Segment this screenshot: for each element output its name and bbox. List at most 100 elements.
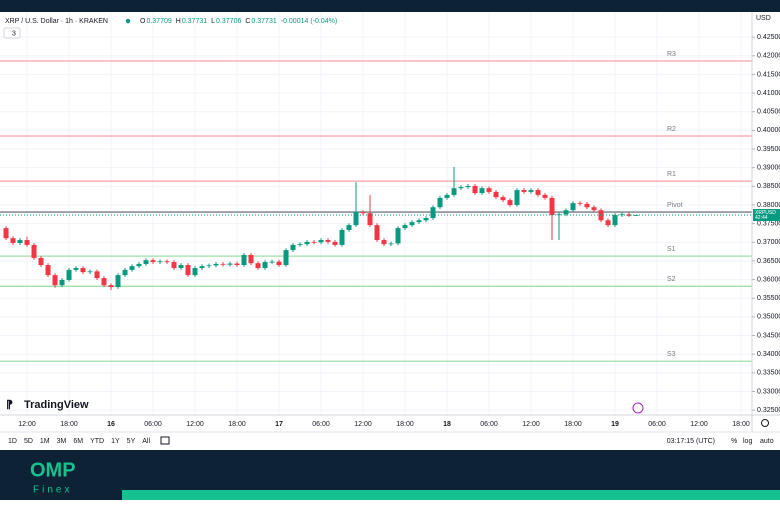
candle-body <box>367 213 373 226</box>
candle-body <box>409 222 415 226</box>
pivot-label: R2 <box>667 126 676 133</box>
candle-body <box>164 261 170 263</box>
range-button[interactable]: 1D <box>8 438 17 445</box>
range-button[interactable]: 5Y <box>127 438 136 445</box>
x-tick-label: 18:00 <box>732 421 750 428</box>
y-tick-label: 0.38500 <box>757 183 780 190</box>
ohlc-key: O <box>140 18 146 25</box>
candle-body <box>24 240 30 245</box>
candle-body <box>290 244 296 251</box>
x-tick-label: 06:00 <box>480 421 498 428</box>
y-tick-label: 0.42500 <box>757 34 780 41</box>
candle-body <box>339 229 345 245</box>
candle-body <box>199 266 205 269</box>
ohlc-value: 0.37706 <box>216 18 241 25</box>
range-button[interactable]: 3M <box>57 438 67 445</box>
price-tag <box>753 209 780 222</box>
candle-body <box>437 197 443 208</box>
range-button[interactable]: 1M <box>40 438 50 445</box>
candle-body <box>255 263 261 269</box>
range-button[interactable]: 6M <box>73 438 83 445</box>
pivot-label: Pivot <box>667 202 683 209</box>
alert-icon[interactable] <box>632 402 644 414</box>
x-tick-label: 12:00 <box>522 421 540 428</box>
clock: 03:17:15 (UTC) <box>667 438 715 445</box>
candle-body <box>514 190 520 205</box>
x-tick-label: 12:00 <box>186 421 204 428</box>
x-tick-label: 18:00 <box>564 421 582 428</box>
candle-body <box>360 212 366 214</box>
status-dot <box>125 18 131 24</box>
x-tick-label: 18:00 <box>396 421 414 428</box>
candle-body <box>115 275 121 288</box>
pivot-label: S1 <box>667 246 676 253</box>
y-tick-label: 0.42000 <box>757 53 780 60</box>
candle-body <box>80 268 86 273</box>
candle-body <box>150 260 156 263</box>
y-tick-label: 0.32500 <box>757 407 780 414</box>
scale-option[interactable]: % <box>731 438 737 445</box>
x-tick-label: 06:00 <box>648 421 666 428</box>
candle-body <box>423 218 429 221</box>
candle-body <box>122 269 128 276</box>
pivot-label: S2 <box>667 276 676 283</box>
candle-body <box>605 220 611 226</box>
price-tag-symbol: XRPUSD <box>755 210 776 216</box>
toolbar: 1D 5D 1M 3M 6M YTD 1Y 5Y All 03:17:15 (UTC)% log au… <box>8 436 774 445</box>
ohlc-value: 0.37709 <box>146 18 171 25</box>
candle-body <box>101 278 107 286</box>
pivot-label: R1 <box>667 171 676 178</box>
candle-body <box>59 279 65 286</box>
candle-body <box>374 225 380 241</box>
range-button[interactable]: YTD <box>90 438 104 445</box>
candle-body <box>108 285 114 288</box>
candle-body <box>612 215 618 226</box>
axes: 0.42500 0.42000 0.41500 0.41000 0.40500 0.400… <box>18 34 780 428</box>
candle-body <box>248 254 254 264</box>
candle-body <box>227 263 233 265</box>
candle-body <box>143 260 149 264</box>
candle-body <box>619 214 625 216</box>
candle-body <box>38 257 44 266</box>
candle-body <box>87 271 93 273</box>
range-button[interactable]: All <box>142 438 150 445</box>
y-tick-label: 0.36500 <box>757 258 780 265</box>
indicator-toggle[interactable] <box>3 27 21 39</box>
x-tick-label: 18 <box>443 421 451 428</box>
candle-body <box>17 240 23 244</box>
candle-body <box>206 265 212 267</box>
candle-body <box>346 225 352 230</box>
candle-body <box>507 200 513 205</box>
candle-body <box>521 190 527 192</box>
range-button[interactable]: 1Y <box>111 438 120 445</box>
pivot-label: S3 <box>667 351 676 358</box>
candle-body <box>430 207 436 219</box>
date-range-icon[interactable] <box>160 436 170 445</box>
candle-body <box>486 188 492 192</box>
candle-body <box>528 190 534 192</box>
candle-body <box>318 240 324 243</box>
x-tick-label: 06:00 <box>312 421 330 428</box>
y-tick-label: 0.34000 <box>757 351 780 358</box>
footer-sub: Finex <box>33 485 72 496</box>
candle-body <box>549 197 555 216</box>
candle-body <box>45 265 51 276</box>
ohlc-key: L <box>211 18 215 25</box>
x-tick-label: 19 <box>611 421 619 428</box>
y-tick-label: 0.38000 <box>757 202 780 209</box>
candle-body <box>584 203 590 208</box>
scale-option[interactable]: log <box>743 438 752 445</box>
scale-option[interactable]: auto <box>760 438 774 445</box>
candle-body <box>493 191 499 198</box>
candle-body <box>416 220 422 223</box>
settings-icon[interactable] <box>761 419 769 427</box>
candle-body <box>325 240 331 242</box>
indicator-count: 3 <box>12 30 16 37</box>
candle-body <box>500 197 506 201</box>
ohlc-key: H <box>176 18 181 25</box>
y-tick-label: 0.35000 <box>757 314 780 321</box>
x-tick-label: 12:00 <box>690 421 708 428</box>
range-button[interactable]: 5D <box>24 438 33 445</box>
candle-body <box>577 203 583 204</box>
candle-body <box>241 254 247 266</box>
